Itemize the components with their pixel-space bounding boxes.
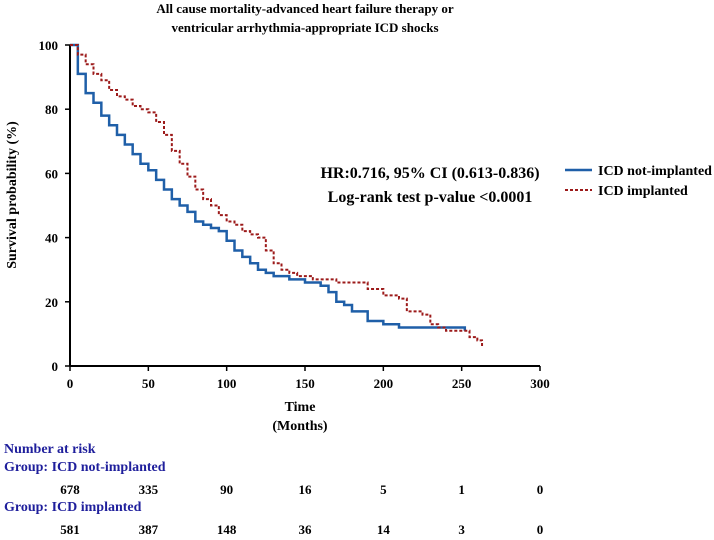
risk-count: 1 [458,482,465,497]
x-axis-label-line2: (Months) [272,419,328,434]
km-chart: All cause mortality-advanced heart failu… [5,1,712,434]
hr-annotation: HR:0.716, 95% CI (0.613-0.836) [320,165,539,182]
risk-count: 5 [380,482,387,497]
risk-row-not-implanted: 678 335 90 16 5 1 0 [0,482,714,500]
x-tick-label: 50 [142,376,155,391]
km-curve-not-implanted [70,43,467,331]
risk-table-title: Number at risk [4,442,96,457]
y-tick-label: 80 [45,102,58,117]
chart-title-line1: All cause mortality-advanced heart failu… [156,1,453,16]
logrank-annotation: Log-rank test p-value <0.0001 [328,189,533,206]
x-axis-ticks: 0 50 100 150 200 250 300 [67,366,550,391]
risk-count: 0 [536,522,544,537]
legend: ICD not-implanted ICD implanted [565,164,712,199]
risk-count: 16 [298,482,312,497]
y-tick-label: 100 [39,38,59,53]
series-layer [70,43,484,347]
risk-count: 678 [60,482,80,497]
risk-row-implanted: 581 387 148 36 14 3 0 [0,522,714,540]
risk-count: 14 [376,522,390,537]
x-tick-label: 0 [67,376,74,391]
x-tick-label: 200 [374,376,394,391]
risk-group-label-not-implanted: Group: ICD not-implanted [4,460,166,475]
risk-count: 0 [536,482,544,497]
km-curve-implanted [70,44,484,347]
risk-count: 3 [458,522,465,537]
number-at-risk-table: Number at risk Group: ICD not-implanted … [0,440,714,537]
x-tick-label: 300 [530,376,550,391]
y-tick-label: 20 [45,295,58,310]
x-tick-label: 250 [452,376,472,391]
x-tick-label: 100 [217,376,237,391]
y-axis-ticks: 0 20 40 60 80 100 [39,38,70,374]
risk-count: 335 [138,482,159,497]
x-axis-label-line1: Time [285,400,316,415]
risk-group-label-implanted: Group: ICD implanted [4,500,142,515]
y-tick-label: 60 [45,166,58,181]
risk-count: 387 [138,522,159,537]
risk-count: 90 [220,482,234,497]
chart-title-line2: ventricular arrhythmia-appropriate ICD s… [171,20,438,35]
legend-label-not-implanted: ICD not-implanted [598,164,712,179]
x-tick-label: 150 [295,376,315,391]
risk-count: 36 [298,522,312,537]
y-axis-label: Survival probability (%) [5,121,20,269]
y-tick-label: 0 [52,359,59,374]
risk-count: 148 [216,522,237,537]
legend-label-implanted: ICD implanted [598,184,688,199]
y-tick-label: 40 [45,231,58,246]
risk-count: 581 [60,522,80,537]
